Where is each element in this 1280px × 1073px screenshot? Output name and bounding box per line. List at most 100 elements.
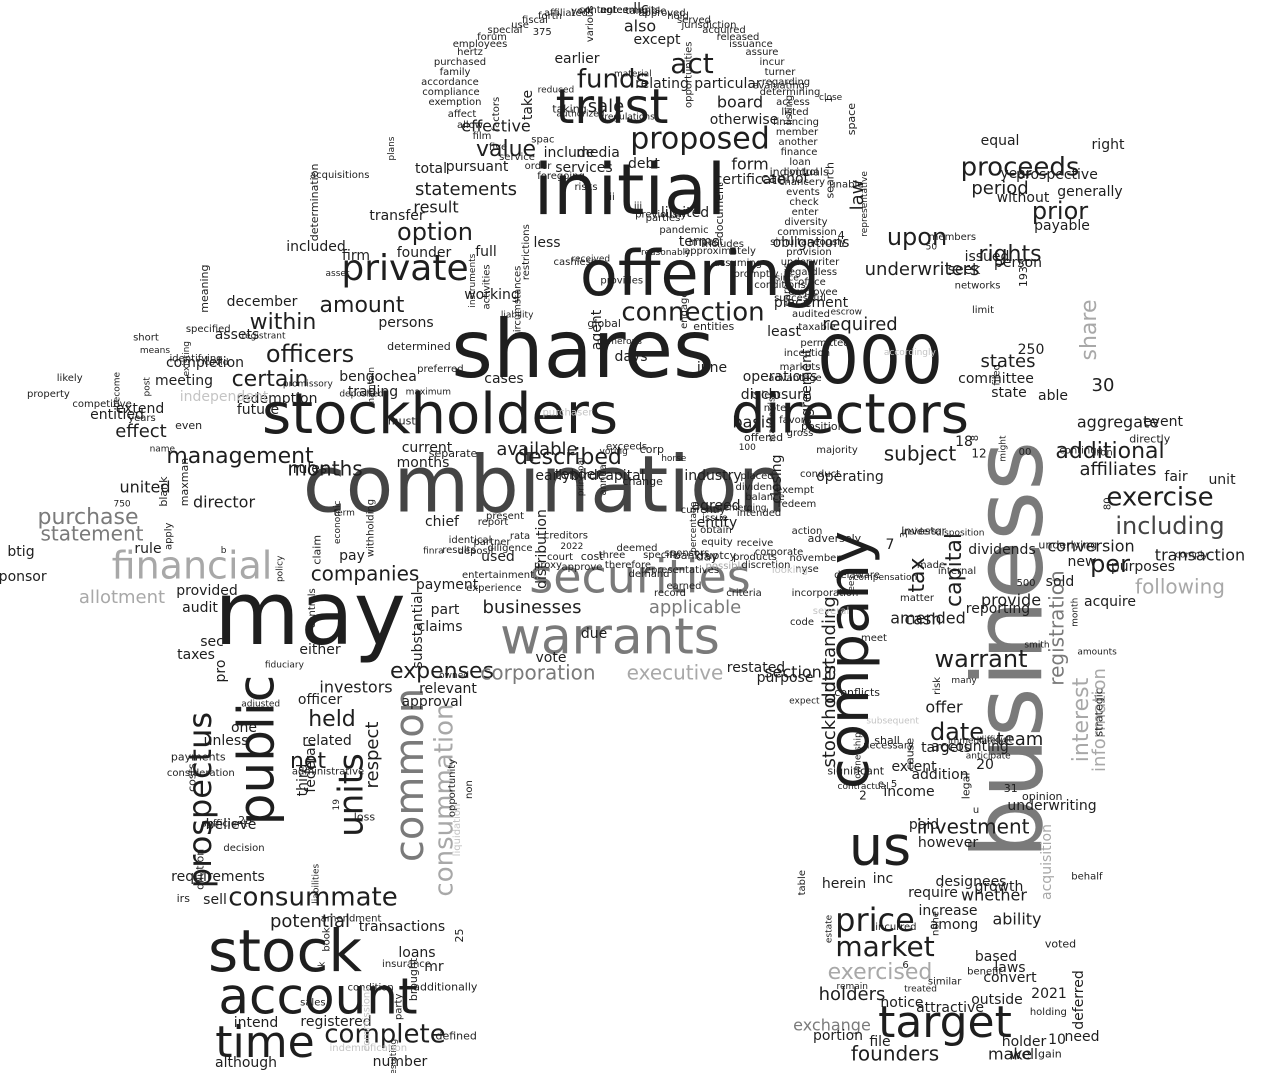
word: earnings	[782, 263, 793, 306]
word: generally	[1057, 184, 1122, 200]
word: herein	[822, 876, 866, 892]
word: securities	[529, 550, 751, 604]
word: outstanding	[819, 596, 840, 704]
word: meaning	[198, 265, 211, 313]
word: administrative	[292, 766, 364, 777]
word: states	[981, 351, 1036, 372]
word: close	[819, 93, 843, 103]
word: disposition	[936, 528, 985, 538]
word: tangible	[626, 6, 667, 17]
word: amount	[320, 293, 405, 318]
word: intend	[234, 1015, 279, 1031]
word: option	[397, 218, 473, 246]
word: available	[496, 439, 577, 460]
word: maintain	[367, 367, 377, 407]
word: gross	[787, 428, 814, 439]
word: media	[576, 145, 620, 161]
word: either	[299, 642, 340, 658]
word: 100	[739, 443, 756, 453]
word: 4	[838, 229, 845, 242]
word: successful	[774, 293, 826, 304]
word: name	[150, 445, 176, 455]
word: accordance	[421, 77, 479, 88]
word: agreement	[799, 348, 815, 425]
word: exchange	[793, 1016, 871, 1035]
word: smith	[1024, 640, 1049, 650]
word: convert	[983, 970, 1037, 986]
word: markets	[780, 362, 821, 373]
word: combination	[303, 440, 787, 530]
word: liquidation	[452, 804, 463, 857]
word: also	[624, 17, 656, 36]
word: capital	[942, 533, 967, 607]
word: receive	[737, 538, 774, 549]
word: maxman	[178, 458, 191, 506]
word: issued	[965, 249, 1010, 265]
word: used	[481, 549, 515, 565]
word: evaluating	[752, 80, 805, 91]
word: opinion	[1022, 790, 1063, 803]
word: disclosure	[741, 387, 811, 403]
word: party	[394, 994, 405, 1021]
word: condition	[348, 982, 394, 993]
word: 000	[817, 322, 943, 399]
word: prospective	[1016, 167, 1098, 183]
word: inc	[873, 871, 893, 887]
word: filed	[991, 364, 1002, 386]
word: discretion	[741, 560, 790, 571]
word: upon	[887, 223, 947, 251]
word: mr	[424, 959, 444, 975]
word: restated	[727, 660, 785, 676]
word: business	[952, 441, 1064, 859]
word: new	[1068, 554, 1097, 570]
word: vote	[536, 650, 567, 666]
word: approved	[638, 8, 685, 19]
word: limited	[661, 205, 709, 221]
word: reduced	[538, 85, 575, 95]
word: 10	[1048, 1032, 1066, 1048]
word: report	[478, 517, 509, 528]
word: payable	[1034, 218, 1090, 234]
word: loan	[789, 157, 810, 168]
word: placed	[740, 471, 773, 482]
word: global	[587, 317, 621, 330]
word: economic	[333, 501, 343, 544]
word: cannot	[761, 171, 810, 187]
word: pursuant	[446, 159, 509, 175]
word: period	[971, 178, 1028, 199]
word: compliance	[422, 87, 479, 98]
word: regulations	[604, 112, 655, 122]
word: take	[520, 90, 536, 120]
word: employees	[453, 39, 508, 50]
word: 18	[955, 434, 973, 450]
word: rata	[510, 531, 530, 542]
word: become	[112, 371, 122, 407]
word: time	[215, 1017, 314, 1068]
word: affiliated	[544, 8, 588, 19]
word: redemption	[237, 391, 318, 407]
word: strategic	[1093, 688, 1106, 736]
word: comply	[1175, 551, 1208, 561]
word: k	[318, 961, 328, 967]
word: value	[476, 137, 536, 162]
word: certain	[232, 367, 309, 392]
word: insiders	[901, 527, 936, 537]
word: meeting	[155, 373, 213, 389]
word: law	[847, 180, 868, 211]
word: asset	[326, 269, 350, 279]
word: event	[1143, 414, 1183, 430]
word: amended	[890, 609, 966, 628]
word: acquired	[702, 25, 745, 36]
word: favor	[779, 415, 806, 426]
word: subsequent	[866, 716, 919, 726]
word: matter	[900, 593, 935, 604]
word: parties	[646, 213, 681, 224]
word: issuance	[729, 39, 773, 50]
word: table	[797, 870, 808, 895]
word: tax	[905, 557, 930, 592]
word: action	[792, 526, 823, 537]
word: partner	[473, 537, 511, 548]
word: voted	[1045, 937, 1076, 950]
word: common	[387, 688, 433, 862]
word: check	[789, 197, 818, 208]
